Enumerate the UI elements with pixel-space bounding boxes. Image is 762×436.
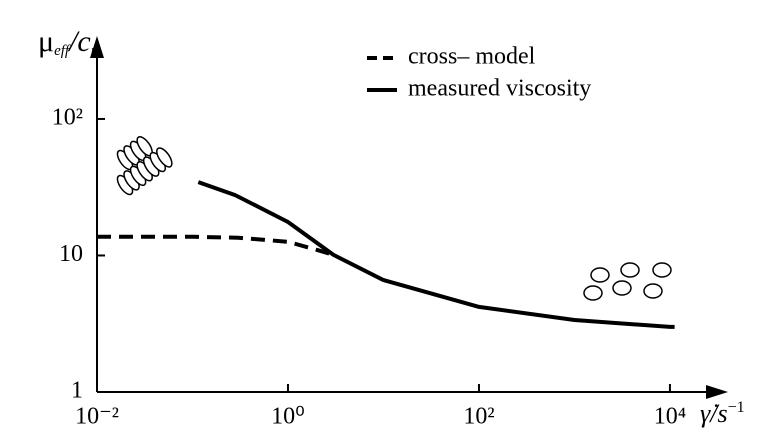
legend-label: cross– model (408, 44, 536, 70)
y-tick-label: 1 (71, 378, 83, 404)
rouleaux-icon (115, 134, 175, 197)
y-tick-label: 10² (52, 104, 83, 130)
y-axis-label-part: p (90, 43, 99, 59)
x-tick-label: 10⁰ (271, 404, 305, 430)
series-line (198, 182, 674, 327)
y-axis-label-part: μ (38, 25, 54, 58)
x-tick-label: 10² (463, 404, 494, 430)
x-tick-label: 10⁴ (654, 404, 686, 430)
x-axis-label-part: γ̇/s (700, 399, 728, 428)
cells-icon (584, 263, 671, 300)
x-tick-label: 10⁻² (75, 404, 119, 430)
x-axis-label: γ̇/s−1 (700, 399, 745, 428)
y-axis-label: μeff/cp (38, 25, 99, 60)
y-tick-label: 10 (59, 241, 83, 267)
x-axis-arrow (706, 385, 728, 399)
legend-label: measured viscosity (408, 76, 591, 102)
y-axis-label-part: /c (67, 25, 91, 58)
x-axis-label-part: −1 (728, 399, 745, 416)
series-line (97, 237, 334, 255)
chart: 10⁻² 10⁰ 10² 10⁴ 1 10 10² μeff/cp γ̇/s−1 cross– m… (0, 0, 762, 436)
